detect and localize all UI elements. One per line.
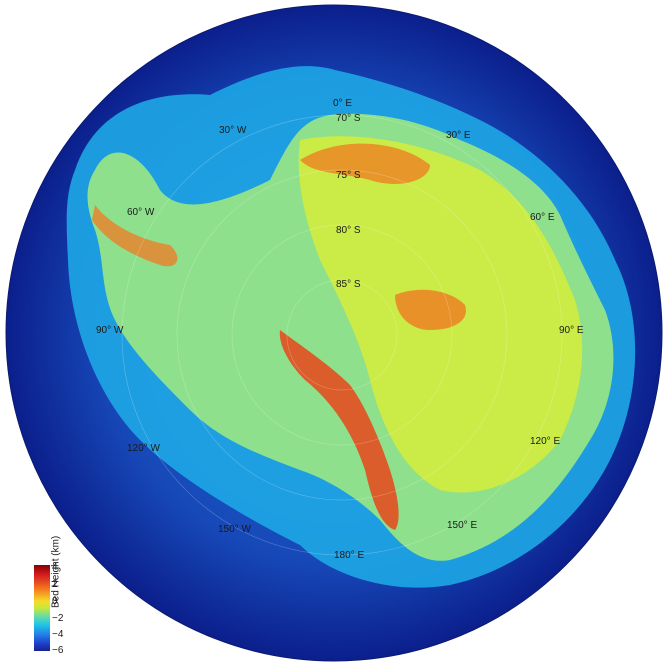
colorbar-tick: −4 <box>52 630 63 640</box>
label-120w: 120° W <box>127 443 160 454</box>
label-60e: 60° E <box>530 212 555 223</box>
colorbar-tick: −6 <box>52 646 63 656</box>
label-150e: 150° E <box>447 520 477 531</box>
label-30e: 30° E <box>446 130 471 141</box>
label-70s: 70° S <box>336 113 361 124</box>
label-150w: 150° W <box>218 524 251 535</box>
label-80s: 80° S <box>336 225 361 236</box>
colorbar: 4 2 0 −2 −4 −6 Bed Height (km) <box>32 560 92 656</box>
label-120e: 120° E <box>530 436 560 447</box>
label-0e: 0° E <box>333 98 352 109</box>
colorbar-ramp <box>34 565 50 651</box>
label-180e: 180° E <box>334 550 364 561</box>
colorbar-title: Bed Height (km) <box>51 536 62 608</box>
label-30w: 30° W <box>219 125 247 136</box>
label-90w: 90° W <box>96 325 124 336</box>
label-75s: 75° S <box>336 170 361 181</box>
label-85s: 85° S <box>336 279 361 290</box>
colorbar-tick: −2 <box>52 614 63 624</box>
label-60w: 60° W <box>127 207 155 218</box>
label-90e: 90° E <box>559 325 584 336</box>
